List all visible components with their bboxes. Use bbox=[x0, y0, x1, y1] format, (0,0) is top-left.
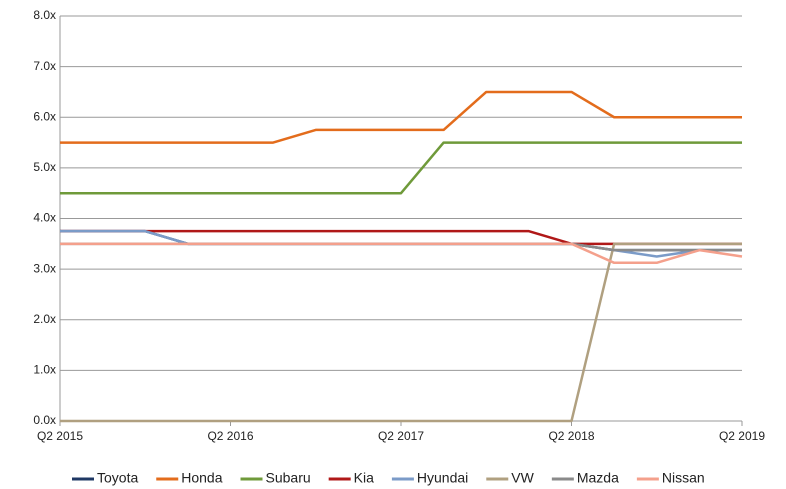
line-series bbox=[60, 90, 742, 144]
y-tick-label: 5.0x bbox=[33, 160, 56, 174]
line-series bbox=[60, 141, 742, 195]
legend: Toyota Honda Subaru Kia Hyundai VW Mazda Nissan bbox=[72, 470, 705, 486]
legend-label: Hyundai bbox=[417, 470, 468, 486]
x-tick-label: Q2 2017 bbox=[378, 429, 424, 443]
y-tick-label: 1.0x bbox=[33, 363, 56, 377]
y-tick-label: 6.0x bbox=[33, 109, 56, 123]
x-tick-label: Q2 2016 bbox=[207, 429, 253, 443]
y-tick-label: 8.0x bbox=[33, 8, 56, 22]
x-tick-label: Q2 2019 bbox=[719, 429, 765, 443]
line-series bbox=[60, 229, 742, 252]
y-tick-label: 3.0x bbox=[33, 261, 56, 275]
legend-label: Mazda bbox=[577, 470, 619, 486]
line-series bbox=[60, 242, 743, 265]
y-tick-label: 7.0x bbox=[33, 59, 56, 73]
legend-label: VW bbox=[511, 470, 534, 486]
line-series bbox=[60, 242, 742, 423]
y-tick-label: 2.0x bbox=[33, 312, 56, 326]
y-tick-label: 0.0x bbox=[33, 413, 56, 427]
legend-label: Toyota bbox=[97, 470, 138, 486]
legend-label: Honda bbox=[181, 470, 222, 486]
x-tick-label: Q2 2015 bbox=[37, 429, 83, 443]
legend-label: Nissan bbox=[662, 470, 705, 486]
y-tick-label: 4.0x bbox=[33, 211, 56, 225]
legend-label: Subaru bbox=[266, 470, 311, 486]
x-tick-label: Q2 2018 bbox=[548, 429, 594, 443]
legend-label: Kia bbox=[354, 470, 374, 486]
